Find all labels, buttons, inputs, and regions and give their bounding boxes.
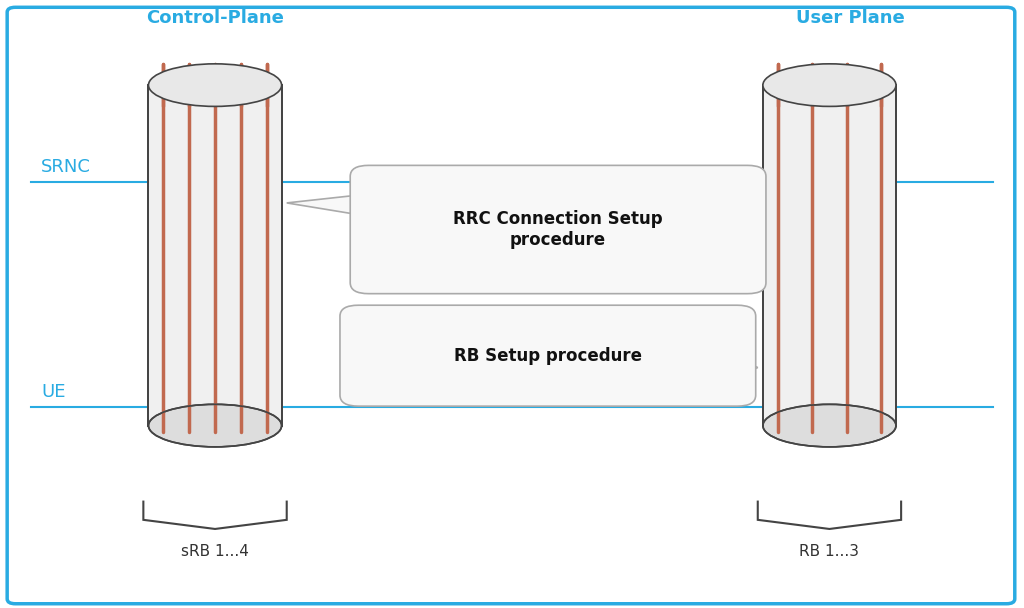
Bar bbox=[763, 85, 896, 426]
FancyBboxPatch shape bbox=[7, 7, 1015, 604]
FancyBboxPatch shape bbox=[340, 305, 756, 406]
Ellipse shape bbox=[148, 64, 282, 106]
Polygon shape bbox=[287, 192, 384, 219]
Text: UE: UE bbox=[41, 383, 66, 401]
Ellipse shape bbox=[763, 404, 896, 447]
Polygon shape bbox=[722, 351, 758, 384]
FancyBboxPatch shape bbox=[350, 165, 766, 294]
Text: RB Setup procedure: RB Setup procedure bbox=[454, 347, 642, 365]
Text: Control-Plane: Control-Plane bbox=[146, 9, 284, 27]
Text: RB 1...3: RB 1...3 bbox=[800, 544, 859, 559]
Text: sRB 1...4: sRB 1...4 bbox=[181, 544, 249, 559]
Ellipse shape bbox=[148, 404, 282, 447]
Text: RRC Connection Setup
procedure: RRC Connection Setup procedure bbox=[454, 210, 663, 249]
Bar bbox=[148, 85, 282, 426]
Text: User Plane: User Plane bbox=[796, 9, 904, 27]
Text: SRNC: SRNC bbox=[41, 158, 91, 176]
Ellipse shape bbox=[763, 64, 896, 106]
